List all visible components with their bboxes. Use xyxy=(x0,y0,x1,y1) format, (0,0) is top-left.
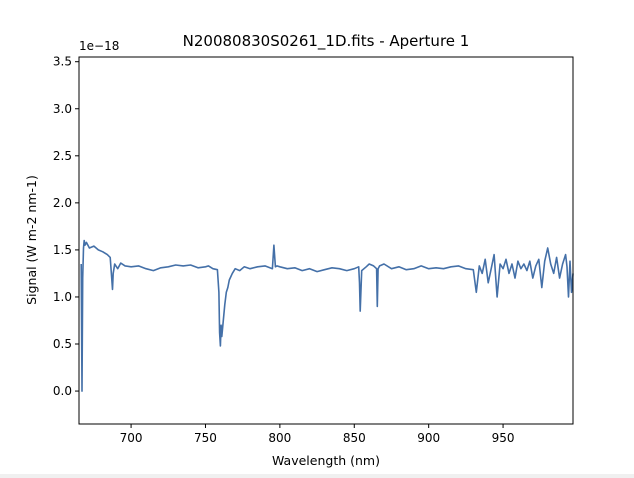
axes-frame xyxy=(78,56,574,425)
y-axis-label: Signal (W m-2 nm-1) xyxy=(24,175,39,305)
plot-area xyxy=(79,57,573,424)
x-axis: 700 750 800 850 900 950 xyxy=(120,424,515,445)
x-axis-label: Wavelength (nm) xyxy=(272,453,380,468)
x-tick-label: 700 xyxy=(120,431,143,445)
y-axis: 0.0 0.5 1.0 1.5 2.0 2.5 3.0 3.5 xyxy=(53,55,79,398)
x-tick-label: 850 xyxy=(343,431,366,445)
x-tick-label: 950 xyxy=(492,431,515,445)
x-tick-label: 750 xyxy=(194,431,217,445)
y-tick-label: 1.0 xyxy=(53,290,72,304)
y-tick-label: 0.0 xyxy=(53,384,72,398)
y-tick-label: 2.0 xyxy=(53,196,72,210)
y-tick-label: 0.5 xyxy=(53,337,72,351)
bottom-strip xyxy=(0,474,634,478)
y-tick-label: 2.5 xyxy=(53,149,72,163)
x-tick-label: 800 xyxy=(268,431,291,445)
y-offset-label: 1e−18 xyxy=(79,39,119,53)
series-line-0 xyxy=(80,239,574,392)
y-tick-label: 3.0 xyxy=(53,102,72,116)
chart-title: N20080830S0261_1D.fits - Aperture 1 xyxy=(183,32,470,51)
y-tick-label: 3.5 xyxy=(53,55,72,69)
x-tick-label: 900 xyxy=(417,431,440,445)
y-tick-label: 1.5 xyxy=(53,243,72,257)
data-layer xyxy=(80,239,574,392)
